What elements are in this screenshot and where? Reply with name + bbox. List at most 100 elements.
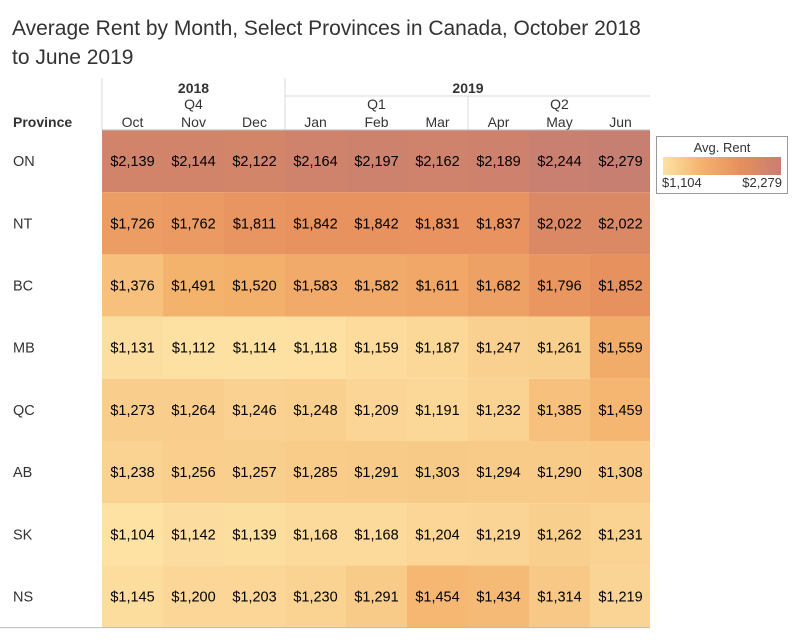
cell-value-label: $1,230 xyxy=(293,590,337,606)
heatmap-cell xyxy=(407,192,468,255)
cell-value-label: $1,291 xyxy=(354,465,398,481)
legend-gradient-bar xyxy=(663,157,781,175)
row-header-label: Province xyxy=(13,114,72,130)
heatmap-cell xyxy=(468,503,529,566)
heatmap-cell xyxy=(407,254,468,317)
heatmap-cell xyxy=(407,130,468,193)
cell-value-label: $2,144 xyxy=(171,154,215,170)
heatmap-cell xyxy=(407,565,468,628)
heatmap-cell xyxy=(163,192,224,255)
cell-value-label: $1,294 xyxy=(476,465,520,481)
quarter-label: Q4 xyxy=(184,96,203,112)
heatmap-cell xyxy=(346,316,407,379)
province-label: BC xyxy=(13,279,33,295)
heatmap-cell xyxy=(468,192,529,255)
cell-value-label: $1,257 xyxy=(232,465,276,481)
cell-value-label: $1,837 xyxy=(476,216,520,232)
heatmap-cell xyxy=(529,378,590,441)
heatmap-cell xyxy=(102,316,163,379)
cell-value-label: $1,434 xyxy=(476,590,520,606)
cell-value-label: $1,238 xyxy=(110,465,154,481)
heatmap-cell xyxy=(590,254,650,317)
cell-value-label: $1,682 xyxy=(476,279,520,295)
cell-value-label: $2,279 xyxy=(598,154,642,170)
cell-value-label: $1,145 xyxy=(110,590,154,606)
cell-value-label: $1,726 xyxy=(110,216,154,232)
cell-value-label: $1,376 xyxy=(110,279,154,295)
heatmap-cell xyxy=(529,316,590,379)
heatmap-cell xyxy=(346,130,407,193)
cell-value-label: $1,303 xyxy=(415,465,459,481)
cell-value-label: $2,197 xyxy=(354,154,398,170)
cell-value-label: $1,168 xyxy=(293,527,337,543)
heatmap-cell xyxy=(102,378,163,441)
heatmap-cell xyxy=(102,441,163,504)
heatmap-cell xyxy=(285,316,346,379)
heatmap-cell xyxy=(224,503,285,566)
cell-value-label: $1,459 xyxy=(598,403,642,419)
heatmap-cell xyxy=(590,378,650,441)
heatmap-cell xyxy=(407,316,468,379)
cell-value-label: $1,118 xyxy=(294,341,337,357)
cell-value-label: $1,219 xyxy=(476,527,520,543)
heatmap-cell xyxy=(102,192,163,255)
heatmap-cell xyxy=(163,254,224,317)
heatmap-cell xyxy=(346,565,407,628)
heatmap-cell xyxy=(590,441,650,504)
cell-value-label: $1,159 xyxy=(354,341,398,357)
heatmap-cell xyxy=(529,130,590,193)
cell-value-label: $1,142 xyxy=(171,527,215,543)
cell-value-label: $2,122 xyxy=(232,154,276,170)
heatmap-cell xyxy=(529,254,590,317)
cell-value-label: $1,852 xyxy=(598,279,642,295)
heatmap-cell xyxy=(285,565,346,628)
cell-value-label: $1,232 xyxy=(476,403,520,419)
cell-value-label: $1,611 xyxy=(416,279,459,295)
legend-max-label: $2,279 xyxy=(742,175,782,190)
heatmap-cell xyxy=(163,130,224,193)
cell-value-label: $1,520 xyxy=(232,279,276,295)
heatmap-cell xyxy=(102,503,163,566)
heatmap-cell xyxy=(529,503,590,566)
cell-value-label: $1,187 xyxy=(415,341,459,357)
heatmap-chart: 2018 2019 Q4 Q1 Q2 Oct Nov Dec Jan Feb Mar Apr May Ju… xyxy=(0,78,650,629)
cell-value-label: $1,583 xyxy=(293,279,337,295)
heatmap-cell xyxy=(529,192,590,255)
heatmap-cell xyxy=(285,192,346,255)
quarter-label: Q2 xyxy=(550,96,569,112)
heatmap-cell xyxy=(590,192,650,255)
heatmap-cell xyxy=(468,130,529,193)
cell-value-label: $1,273 xyxy=(110,403,154,419)
year-label: 2019 xyxy=(452,80,483,96)
heatmap-cell xyxy=(468,378,529,441)
cell-value-label: $1,204 xyxy=(415,527,459,543)
cell-value-label: $1,261 xyxy=(537,341,581,357)
chart-title: Average Rent by Month, Select Provinces … xyxy=(12,17,641,69)
heatmap-cell xyxy=(590,503,650,566)
cell-value-label: $1,308 xyxy=(598,465,642,481)
cell-value-label: $1,219 xyxy=(598,590,642,606)
cell-value-label: $2,022 xyxy=(537,216,581,232)
cell-value-label: $2,162 xyxy=(415,154,459,170)
cell-value-label: $1,248 xyxy=(293,403,337,419)
cell-value-label: $2,022 xyxy=(598,216,642,232)
heatmap-cell xyxy=(285,254,346,317)
cell-value-label: $1,762 xyxy=(171,216,215,232)
heatmap-cell xyxy=(224,254,285,317)
month-label: Jun xyxy=(609,114,632,130)
cell-value-label: $1,209 xyxy=(354,403,398,419)
heatmap-cell xyxy=(407,441,468,504)
heatmap-cell xyxy=(468,565,529,628)
cell-value-label: $1,285 xyxy=(293,465,337,481)
heatmap-cell xyxy=(102,254,163,317)
heatmap-cell xyxy=(163,316,224,379)
province-label: QC xyxy=(13,403,35,419)
heatmap-cell xyxy=(224,192,285,255)
month-label: May xyxy=(546,114,572,130)
heatmap-cell xyxy=(346,503,407,566)
heatmap-cell xyxy=(163,503,224,566)
cell-value-label: $1,314 xyxy=(537,590,581,606)
heatmap-cell xyxy=(102,130,163,193)
province-label: SK xyxy=(13,527,33,543)
cell-value-label: $1,114 xyxy=(233,341,276,357)
